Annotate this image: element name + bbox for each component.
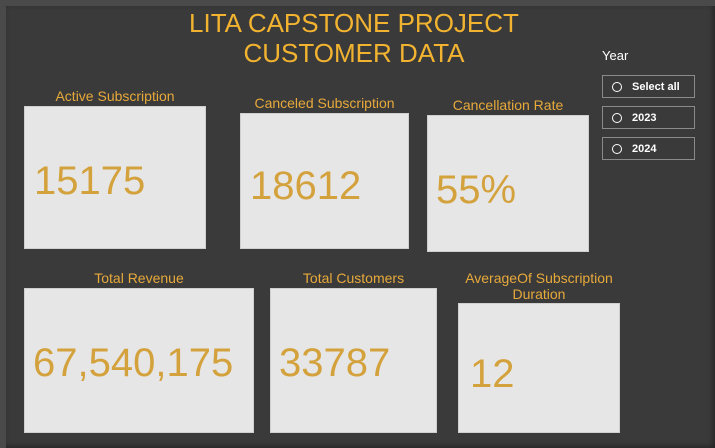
canceled-subscription-label: Canceled Subscription (254, 95, 395, 111)
avg-subscription-duration-label: AverageOf Subscription Duration (458, 270, 620, 302)
total-revenue-value: 67,540,175 (33, 341, 234, 385)
radio-icon[interactable] (612, 143, 622, 154)
active-subscription-label: Active Subscription (55, 88, 175, 104)
radio-icon[interactable] (612, 112, 622, 123)
avg-subscription-duration-value: 12 (470, 352, 515, 396)
year-option-label: 2024 (632, 142, 657, 155)
canceled-subscription-value: 18612 (250, 164, 362, 208)
page-title: LITA CAPSTONE PROJECT CUSTOMER DATA (150, 8, 558, 68)
title-line-2: CUSTOMER DATA (243, 38, 465, 68)
canceled-subscription-card[interactable]: 18612 (240, 113, 409, 249)
radio-icon[interactable] (612, 81, 622, 92)
avg-subscription-duration-card[interactable]: 12 (458, 303, 620, 433)
total-customers-card[interactable]: 33787 (270, 288, 437, 433)
year-option-label: 2023 (632, 111, 657, 124)
cancellation-rate-label: Cancellation Rate (452, 97, 564, 113)
avg-subscription-duration-label-line2: Duration (512, 286, 566, 302)
active-subscription-value: 15175 (34, 159, 146, 203)
total-customers-value: 33787 (279, 341, 391, 385)
year-option-2023[interactable]: 2023 (602, 106, 695, 129)
cancellation-rate-card[interactable]: 55% (427, 115, 589, 252)
year-option-select-all[interactable]: Select all (602, 75, 695, 98)
total-revenue-label: Total Revenue (94, 270, 184, 286)
title-line-1: LITA CAPSTONE PROJECT (189, 8, 519, 38)
year-slicer-title: Year (602, 48, 629, 63)
avg-subscription-duration-label-line1: AverageOf Subscription (465, 270, 613, 286)
total-customers-label: Total Customers (302, 270, 405, 286)
year-option-label: Select all (632, 80, 680, 93)
cancellation-rate-value: 55% (436, 168, 517, 212)
active-subscription-card[interactable]: 15175 (24, 106, 206, 249)
year-option-2024[interactable]: 2024 (602, 137, 695, 160)
total-revenue-card[interactable]: 67,540,175 (24, 288, 254, 433)
